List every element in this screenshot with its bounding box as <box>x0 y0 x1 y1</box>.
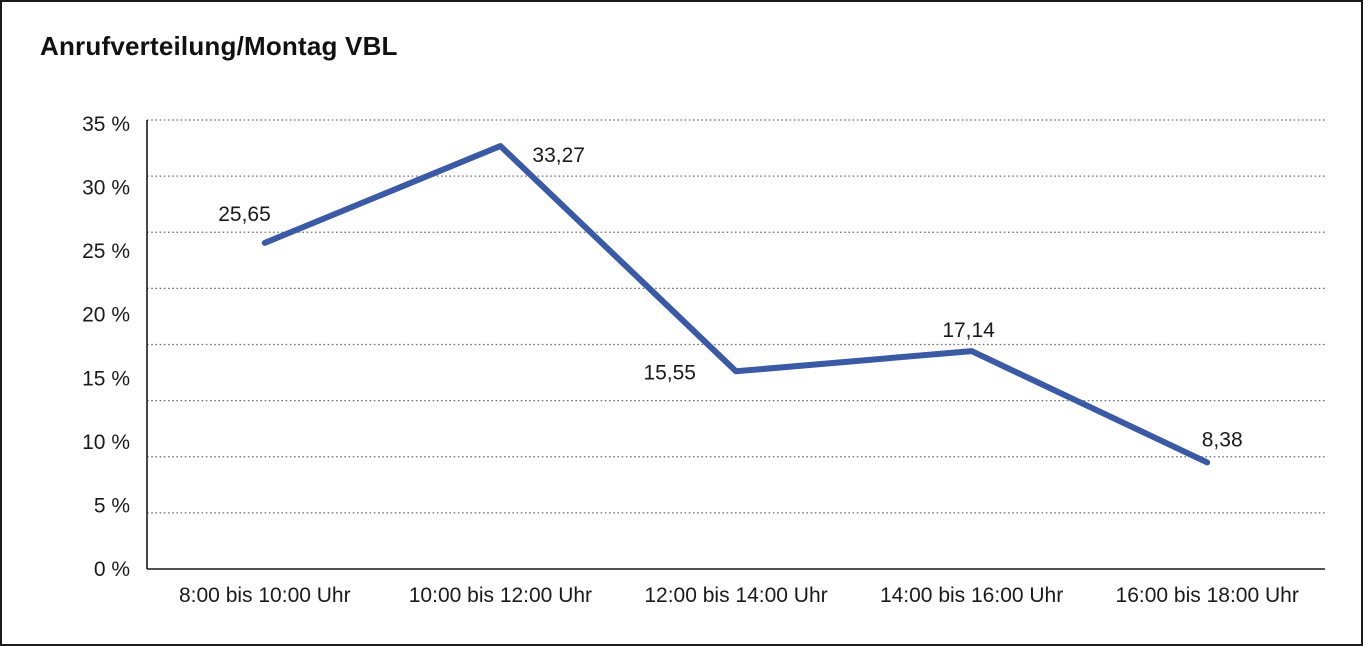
x-axis-category-label: 12:00 bis 14:00 Uhr <box>644 584 827 607</box>
y-axis-tick-label: 10 % <box>82 431 130 454</box>
data-point-label: 15,55 <box>643 361 696 384</box>
y-axis-tick-label: 15 % <box>82 367 130 390</box>
data-point-label: 25,65 <box>218 203 271 226</box>
y-axis-tick-label: 5 % <box>94 494 130 517</box>
x-axis-category-label: 8:00 bis 10:00 Uhr <box>179 584 351 607</box>
y-axis-tick-label: 30 % <box>82 177 130 200</box>
y-axis-tick-label: 20 % <box>82 304 130 327</box>
x-axis-category-label: 10:00 bis 12:00 Uhr <box>409 584 592 607</box>
y-axis-tick-label: 25 % <box>82 240 130 263</box>
x-axis-category-label: 16:00 bis 18:00 Uhr <box>1116 584 1299 607</box>
chart-title: Anrufverteilung/Montag VBL <box>40 31 398 61</box>
data-line <box>261 142 1211 466</box>
y-axis-tick-label: 0 % <box>94 558 130 581</box>
data-point-label: 33,27 <box>532 144 585 167</box>
data-point-label: 17,14 <box>942 319 995 342</box>
y-axis-tick-label: 35 % <box>82 113 130 136</box>
x-axis-category-label: 14:00 bis 16:00 Uhr <box>880 584 1063 607</box>
data-point-label: 8,38 <box>1202 428 1243 451</box>
